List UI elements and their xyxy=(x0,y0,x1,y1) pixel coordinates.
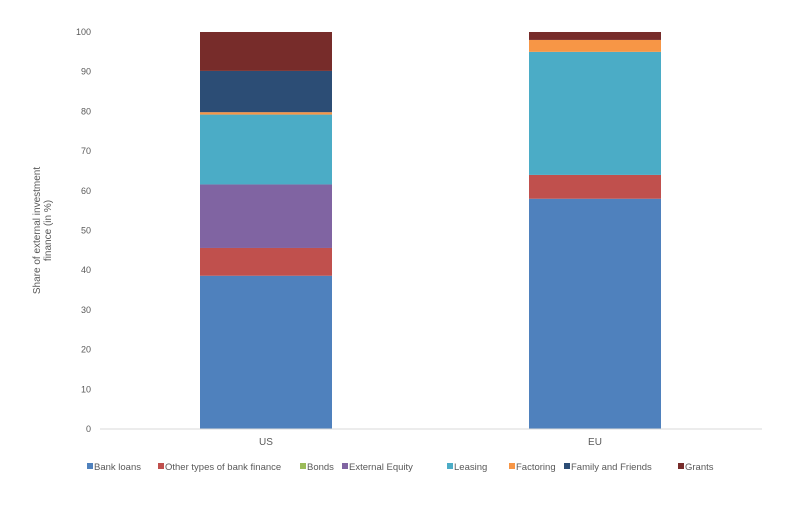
legend-label: Bonds xyxy=(307,462,334,473)
y-tick-label: 10 xyxy=(81,384,91,394)
y-tick-label: 20 xyxy=(81,345,91,355)
legend-swatch xyxy=(300,463,306,469)
x-category-label: EU xyxy=(588,437,602,448)
legend-swatch xyxy=(678,463,684,469)
legend-swatch xyxy=(158,463,164,469)
legend-label: Bank loans xyxy=(94,462,141,473)
bar-segment-us-bank-loans xyxy=(200,275,332,429)
legend-swatch xyxy=(509,463,515,469)
y-axis-title-line: Share of external investment xyxy=(32,167,43,295)
x-category-label: US xyxy=(259,437,273,448)
y-tick-label: 90 xyxy=(81,67,91,77)
bar-segment-eu-other-types-of-bank-finance xyxy=(529,174,661,199)
legend-label: Leasing xyxy=(454,462,487,473)
legend: Bank loans Other types of bank finance Bon… xyxy=(87,462,714,473)
y-tick-label: 80 xyxy=(81,106,91,116)
legend-label: Grants xyxy=(685,462,714,473)
bar-segment-eu-bank-loans xyxy=(529,198,661,429)
y-tick-label: 100 xyxy=(76,27,91,37)
bar-segment-us-family-and-friends xyxy=(200,70,332,113)
y-tick-label: 0 xyxy=(86,424,91,434)
bar-segment-us-factoring xyxy=(200,112,332,115)
bar-segment-us-grants xyxy=(200,32,332,71)
legend-swatch xyxy=(87,463,93,469)
legend-label: Family and Friends xyxy=(571,462,652,473)
y-tick-label: 40 xyxy=(81,265,91,275)
y-tick-label: 50 xyxy=(81,226,91,236)
bar-segment-eu-leasing xyxy=(529,51,661,175)
y-axis-ticks: 0 10 20 30 40 50 60 70 80 90 100 xyxy=(76,27,91,434)
legend-label: External Equity xyxy=(349,462,413,473)
bar-segment-eu-factoring xyxy=(529,39,661,52)
y-axis-title-line: finance (in %) xyxy=(43,200,54,261)
bar-segment-us-other-types-of-bank-finance xyxy=(200,247,332,276)
legend-label: Other types of bank finance xyxy=(165,462,281,473)
y-tick-label: 30 xyxy=(81,305,91,315)
y-tick-label: 70 xyxy=(81,146,91,156)
legend-swatch xyxy=(447,463,453,469)
legend-swatch xyxy=(342,463,348,469)
y-axis-title: Share of external investment finance (in … xyxy=(32,167,54,295)
legend-swatch xyxy=(564,463,570,469)
legend-label: Factoring xyxy=(516,462,556,473)
y-tick-label: 60 xyxy=(81,186,91,196)
bar-segment-us-leasing xyxy=(200,114,332,185)
bar-segment-eu-grants xyxy=(529,32,661,40)
bar-segment-us-external-equity xyxy=(200,184,332,248)
x-axis-categories: US EU xyxy=(259,437,602,448)
bars xyxy=(200,32,661,429)
